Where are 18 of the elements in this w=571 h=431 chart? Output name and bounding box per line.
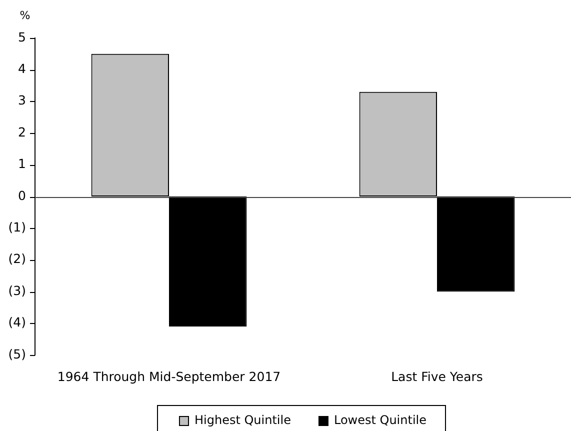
y-axis-title: % (20, 8, 30, 22)
y-tick-label: (2) (8, 251, 26, 266)
x-tick-label: 1964 Through Mid-September 2017 (57, 368, 281, 384)
y-tick-label: 3 (18, 92, 26, 108)
legend-label: Lowest Quintile (334, 413, 427, 428)
y-tick-label: 4 (18, 60, 26, 76)
y-tick-label: (5) (8, 346, 26, 362)
y-tick-label: 2 (18, 124, 26, 140)
y-tick-label: (3) (8, 282, 26, 298)
legend-label: Highest Quintile (194, 413, 291, 428)
y-tick-label: 5 (18, 29, 26, 44)
y-tick-label: 0 (18, 188, 26, 203)
y-tick-label: (1) (8, 219, 26, 234)
bar (169, 196, 247, 326)
y-tick-label: 1 (18, 156, 26, 172)
x-tick-label: Last Five Years (391, 368, 483, 384)
y-tick-label: (4) (8, 314, 26, 330)
bar (437, 196, 515, 292)
